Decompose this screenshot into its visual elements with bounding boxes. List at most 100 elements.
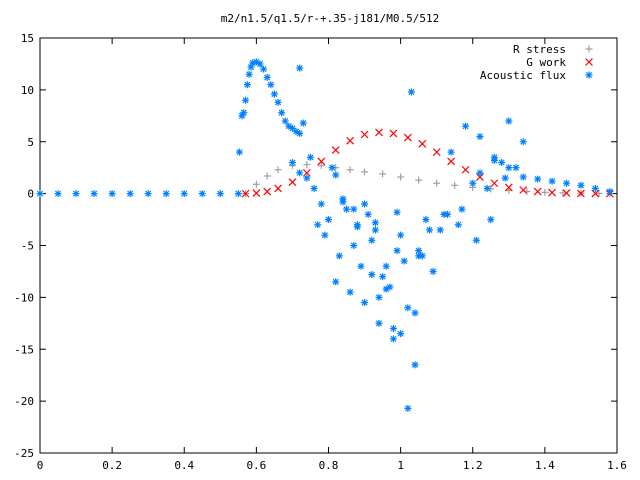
y-tick-label: -5 xyxy=(21,240,34,253)
y-tick-label: -20 xyxy=(14,395,34,408)
data-point xyxy=(533,187,542,196)
x-tick-label: 1.4 xyxy=(535,459,555,472)
data-point xyxy=(591,184,599,192)
y-tick-label: -10 xyxy=(14,291,34,304)
legend-label: R stress xyxy=(513,43,566,56)
data-point xyxy=(397,231,405,239)
data-point xyxy=(350,242,358,249)
data-point xyxy=(331,146,340,154)
data-point xyxy=(389,129,398,138)
data-point xyxy=(252,189,261,198)
data-point xyxy=(335,252,343,260)
data-point xyxy=(415,176,423,184)
data-point xyxy=(375,319,383,327)
data-point xyxy=(180,190,188,198)
data-point xyxy=(498,159,506,166)
data-point xyxy=(274,98,282,106)
data-point xyxy=(382,285,390,293)
data-point xyxy=(389,325,397,332)
data-point xyxy=(332,171,340,179)
data-point xyxy=(436,226,444,234)
x-tick-label: 0.6 xyxy=(246,459,266,472)
legend-label: G work xyxy=(526,56,566,69)
y-tick-label: 0 xyxy=(27,188,34,201)
axes: 0 0.2 0.4 0.6 0.8 1 1.2 1.4 1.6 -25 -20 -15 -10 -5 0 5 1… xyxy=(14,32,627,472)
legend-marker xyxy=(585,58,593,66)
x-tick-label: 0.8 xyxy=(319,459,339,472)
data-point xyxy=(472,236,480,244)
data-point xyxy=(274,166,282,174)
data-point xyxy=(606,188,614,196)
data-point xyxy=(346,136,355,145)
data-point xyxy=(559,189,567,197)
data-point xyxy=(432,148,441,157)
chart-title: m2/n1.5/q1.5/r-+.35-j181/M0.5/512 xyxy=(221,12,440,25)
data-point xyxy=(332,278,340,286)
data-point xyxy=(303,174,311,182)
data-point xyxy=(281,117,289,125)
data-point xyxy=(512,164,520,172)
data-point xyxy=(595,189,603,197)
x-tick-label: 1.2 xyxy=(463,459,483,472)
data-point xyxy=(411,309,419,317)
data-point xyxy=(270,90,278,98)
data-point xyxy=(577,189,585,198)
data-point xyxy=(404,404,412,412)
data-point xyxy=(263,172,271,180)
data-point xyxy=(216,190,224,198)
data-point xyxy=(278,109,286,117)
data-marks xyxy=(36,58,614,412)
data-point xyxy=(36,190,44,198)
data-point xyxy=(577,181,585,189)
data-point xyxy=(404,304,412,312)
y-tick-label: -25 xyxy=(14,447,34,460)
data-point xyxy=(389,335,397,343)
data-point xyxy=(144,190,152,198)
data-point xyxy=(548,177,556,185)
data-point xyxy=(393,208,401,216)
y-tick-label: -15 xyxy=(14,343,34,356)
data-point xyxy=(263,187,272,196)
series-acoustic-flux xyxy=(36,58,614,412)
data-point xyxy=(562,189,571,198)
data-point xyxy=(447,148,455,156)
data-point xyxy=(241,189,250,198)
x-tick-label: 0 xyxy=(37,459,44,472)
data-point xyxy=(162,190,170,198)
x-tick-label: 0.2 xyxy=(102,459,122,472)
data-point xyxy=(299,119,307,127)
data-point xyxy=(317,157,326,166)
data-point xyxy=(415,252,423,260)
data-point xyxy=(487,216,495,224)
data-point xyxy=(422,216,430,224)
x-tick-label: 0.4 xyxy=(174,459,194,472)
series-g-work xyxy=(241,128,614,198)
data-point xyxy=(328,164,336,172)
data-point xyxy=(433,179,441,187)
data-point xyxy=(462,122,470,130)
data-point xyxy=(476,133,484,141)
data-point xyxy=(447,157,456,166)
data-point xyxy=(317,200,325,208)
data-point xyxy=(360,130,369,139)
data-point xyxy=(296,64,304,72)
data-point xyxy=(490,179,499,188)
data-point xyxy=(321,231,329,239)
data-point xyxy=(425,226,433,234)
data-point xyxy=(303,161,311,169)
data-point xyxy=(306,153,314,161)
data-point xyxy=(407,88,415,96)
data-point xyxy=(108,190,116,198)
data-point xyxy=(310,184,318,192)
x-tick-label: 1 xyxy=(397,459,404,472)
data-point xyxy=(325,216,332,224)
data-point xyxy=(371,219,379,227)
y-tick-label: 5 xyxy=(27,136,34,149)
legend-marker xyxy=(585,71,593,79)
data-point xyxy=(397,173,405,181)
data-point xyxy=(361,200,369,208)
data-point xyxy=(353,223,361,231)
data-point xyxy=(346,166,354,174)
data-point xyxy=(444,210,452,218)
